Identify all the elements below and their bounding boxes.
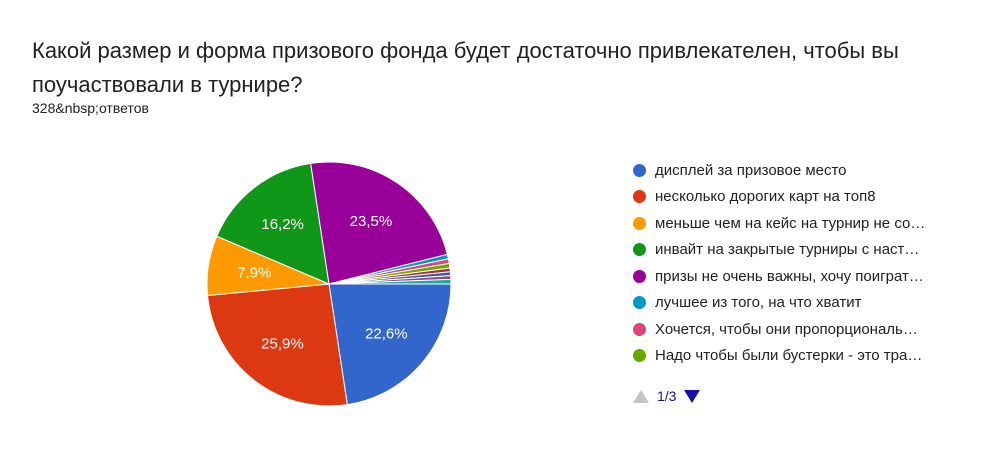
legend-swatch xyxy=(633,243,646,257)
pie-slice-1[interactable] xyxy=(206,283,348,407)
slice-label-0: 22,6% xyxy=(365,325,408,342)
legend-label: лучшее из того, на что хватит xyxy=(655,294,862,312)
legend-item[interactable]: призы не очень важны, хочу поиграт… xyxy=(633,263,963,290)
legend-swatch xyxy=(633,349,646,363)
pie-slice-0[interactable] xyxy=(328,283,452,406)
triangle-up-icon[interactable] xyxy=(633,389,649,403)
legend-pager: 1/3 xyxy=(633,388,701,404)
legend: дисплей за призовое место несколько дорог… xyxy=(633,157,963,369)
legend-swatch xyxy=(633,269,646,283)
question-title: Какой размер и форма призового фонда буд… xyxy=(32,38,899,97)
legend-swatch xyxy=(633,163,646,177)
slice-label-3: 16,2% xyxy=(261,216,304,233)
slice-label-4: 23,5% xyxy=(350,213,393,230)
legend-swatch xyxy=(633,190,646,204)
response-count: 328&nbsp;ответов xyxy=(32,100,149,116)
page-indicator: 1/3 xyxy=(657,388,677,404)
legend-label: меньше чем на кейс на турнир не со… xyxy=(655,214,926,232)
slice-label-1: 25,9% xyxy=(261,336,304,353)
legend-item[interactable]: меньше чем на кейс на турнир не со… xyxy=(633,210,963,237)
slice-label-2: 7,9% xyxy=(237,264,271,281)
pie-slice-4[interactable] xyxy=(310,161,448,285)
legend-swatch xyxy=(633,296,646,310)
triangle-down-icon[interactable] xyxy=(684,389,701,403)
legend-label: инвайт на закрытые турниры с наст… xyxy=(655,241,920,259)
legend-label: несколько дорогих карт на топ8 xyxy=(655,188,876,206)
pie-slice-3[interactable] xyxy=(216,162,330,285)
legend-item[interactable]: несколько дорогих карт на топ8 xyxy=(633,184,963,211)
legend-item[interactable]: дисплей за призовое место xyxy=(633,157,963,184)
legend-label: Хочется, чтобы они пропорциональ… xyxy=(655,320,918,338)
legend-item[interactable]: Хочется, чтобы они пропорциональ… xyxy=(633,316,963,343)
legend-item[interactable]: инвайт на закрытые турниры с наст… xyxy=(633,237,963,264)
legend-swatch xyxy=(633,322,646,336)
legend-swatch xyxy=(633,216,646,230)
legend-item[interactable]: Надо чтобы были бустерки - это тра… xyxy=(633,343,963,370)
legend-item[interactable]: лучшее из того, на что хватит xyxy=(633,290,963,317)
pie-slice-11[interactable] xyxy=(328,278,452,285)
legend-label: Надо чтобы были бустерки - это тра… xyxy=(655,347,923,365)
legend-label: призы не очень важны, хочу поиграт… xyxy=(655,267,924,285)
legend-label: дисплей за призовое место xyxy=(655,161,847,179)
